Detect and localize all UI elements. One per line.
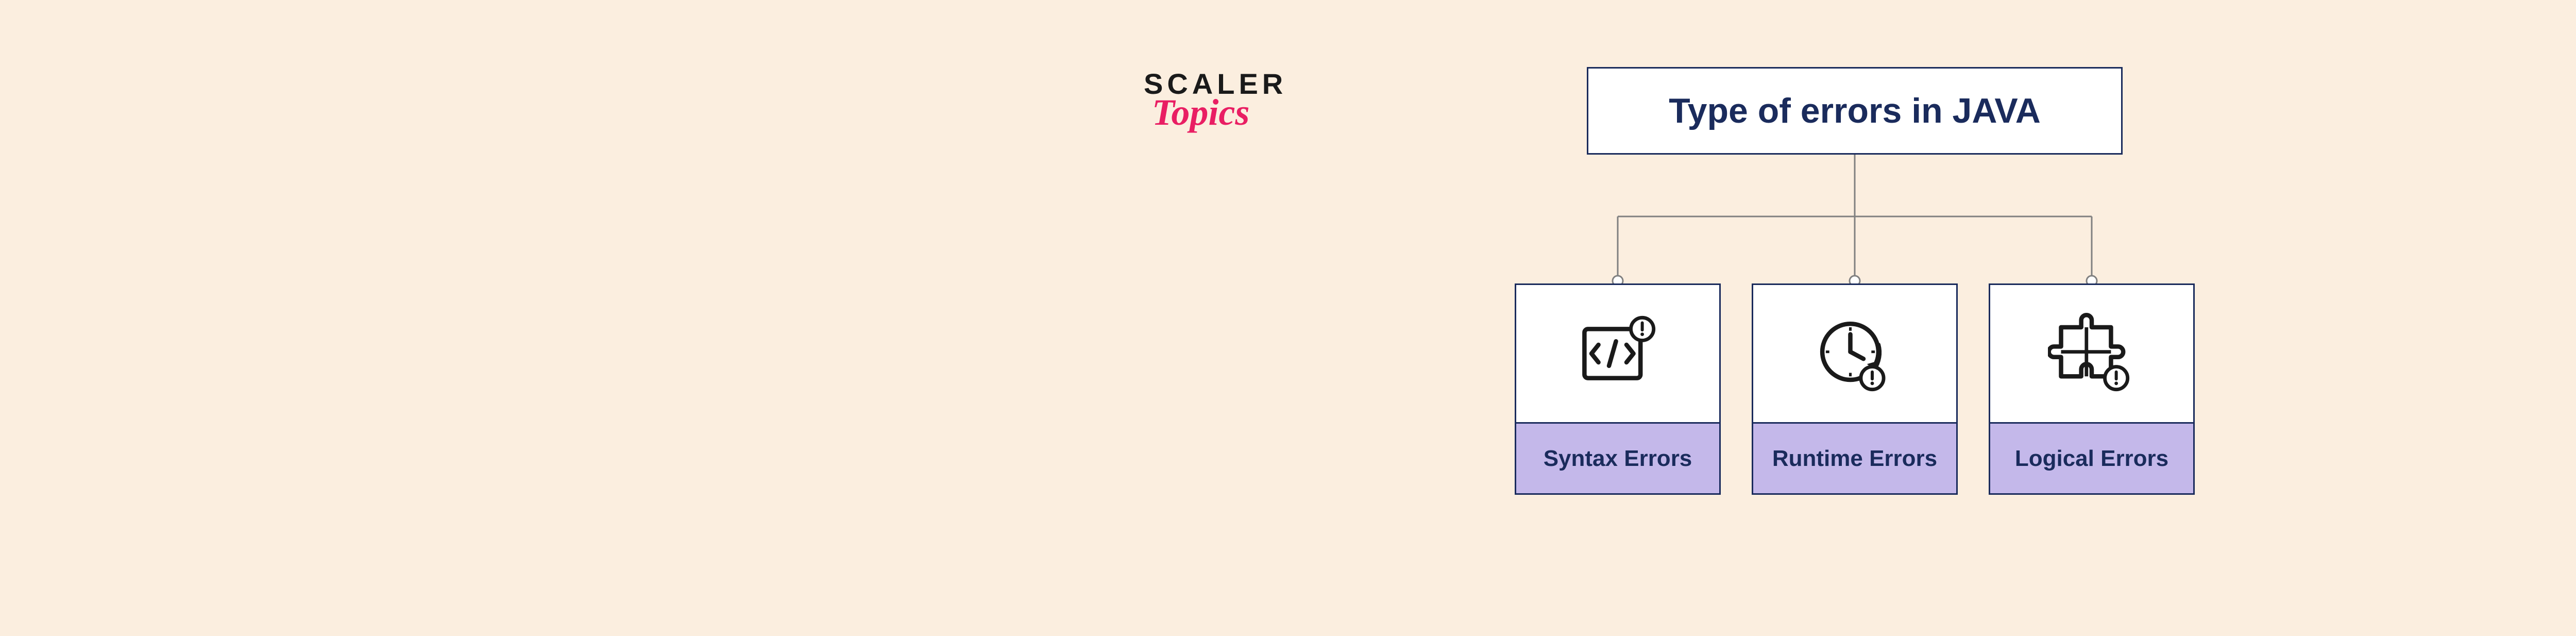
card-icon-area	[1516, 285, 1719, 422]
card-syntax-errors: Syntax Errors	[1515, 283, 1721, 495]
clock-error-icon	[1811, 310, 1899, 397]
card-label-area: Runtime Errors	[1753, 422, 1956, 493]
card-label: Logical Errors	[2015, 446, 2168, 472]
card-label: Runtime Errors	[1772, 446, 1937, 472]
card-runtime-errors: Runtime Errors	[1752, 283, 1958, 495]
cards-row: Syntax Errors	[1515, 283, 2195, 495]
diagram-title: Type of errors in JAVA	[1669, 91, 2041, 131]
card-label-area: Logical Errors	[1990, 422, 2193, 493]
puzzle-error-icon	[2048, 310, 2136, 397]
card-label: Syntax Errors	[1544, 446, 1692, 472]
diagram-canvas: SCALER Topics Type of errors in JAVA	[0, 0, 2576, 636]
card-icon-area	[1990, 285, 2193, 422]
code-error-icon	[1574, 310, 1662, 397]
card-label-area: Syntax Errors	[1516, 422, 1719, 493]
title-box: Type of errors in JAVA	[1587, 67, 2123, 155]
connector-lines	[1515, 155, 2195, 283]
scaler-logo: SCALER Topics	[1144, 67, 1309, 134]
card-icon-area	[1753, 285, 1956, 422]
card-logical-errors: Logical Errors	[1989, 283, 2195, 495]
